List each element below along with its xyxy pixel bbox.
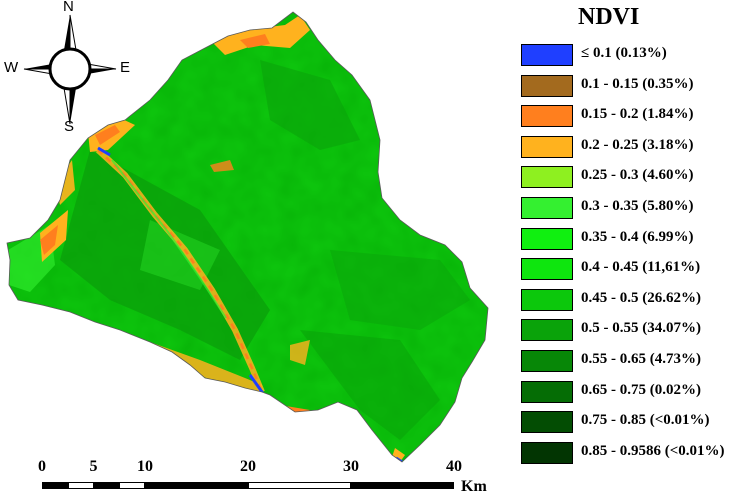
legend-swatch bbox=[521, 411, 573, 434]
legend-title: NDVI bbox=[578, 4, 640, 30]
legend-item: 0.65 - 0.75 (0.02%) bbox=[521, 380, 754, 405]
legend-swatch bbox=[521, 350, 573, 372]
legend-item: 0.2 - 0.25 (3.18%) bbox=[521, 135, 754, 160]
legend-swatch bbox=[521, 74, 573, 97]
legend-label: 0.65 - 0.75 (0.02%) bbox=[581, 381, 701, 398]
scale-tick-label: 30 bbox=[343, 458, 359, 475]
scale-tick-label: 10 bbox=[137, 458, 153, 475]
legend-label: ≤ 0.1 (0.13%) bbox=[581, 45, 667, 61]
legend-item: 0.5 - 0.55 (34.07%) bbox=[521, 319, 754, 343]
legend-item: 0.35 - 0.4 (6.99%) bbox=[521, 227, 754, 252]
legend-item: 0.45 - 0.5 (26.62%) bbox=[521, 288, 754, 313]
legend-label: 0.35 - 0.4 (6.99%) bbox=[581, 228, 694, 245]
legend-swatch bbox=[521, 319, 573, 342]
scale-tick-label: 40 bbox=[446, 458, 462, 475]
legend-item: 0.25 - 0.3 (4.60%) bbox=[521, 166, 754, 190]
legend-swatch bbox=[521, 44, 573, 66]
legend-label: 0.25 - 0.3 (4.60%) bbox=[581, 167, 694, 184]
compass-south-label: S bbox=[64, 118, 75, 135]
legend-label: 0.5 - 0.55 (34.07%) bbox=[581, 320, 701, 337]
legend-swatch bbox=[521, 288, 573, 311]
legend-swatch bbox=[521, 166, 573, 189]
scale-unit-label: Km bbox=[461, 478, 487, 495]
scale-bar-segment bbox=[119, 482, 145, 489]
compass-rose-icon bbox=[23, 14, 117, 125]
compass-north-label: N bbox=[63, 0, 74, 15]
scale-bar-segment bbox=[351, 482, 454, 489]
compass-east-label: E bbox=[120, 59, 131, 76]
legend-item: 0.1 - 0.15 (0.35%) bbox=[521, 74, 754, 99]
scale-tick-label: 5 bbox=[89, 458, 98, 475]
scale-tick-label: 20 bbox=[240, 458, 256, 475]
scale-bar-segment bbox=[42, 482, 68, 489]
legend-item: 0.85 - 0.9586 (<0.01%) bbox=[521, 441, 754, 466]
legend-item: 0.4 - 0.45 (11,61%) bbox=[521, 258, 754, 282]
ndvi-map bbox=[6, 11, 489, 463]
legend-item: 0.55 - 0.65 (4.73%) bbox=[521, 350, 754, 374]
legend-swatch bbox=[521, 227, 573, 250]
legend-swatch bbox=[521, 105, 573, 128]
scale-tick-label: 0 bbox=[38, 458, 46, 475]
legend-label: 0.45 - 0.5 (26.62%) bbox=[581, 289, 701, 306]
scale-bar-segment bbox=[67, 482, 94, 489]
legend-swatch bbox=[521, 380, 573, 403]
legend-item: 0.3 - 0.35 (5.80%) bbox=[521, 197, 754, 221]
scale-bar-segment bbox=[93, 482, 120, 489]
compass-west-label: W bbox=[4, 59, 19, 76]
north-arrow: N S W E bbox=[4, 0, 134, 138]
legend-swatch bbox=[521, 197, 573, 219]
legend-label: 0.1 - 0.15 (0.35%) bbox=[581, 75, 694, 92]
scale-bar: Km 0 5 10 20 30 40 bbox=[36, 458, 516, 498]
legend-swatch bbox=[521, 441, 573, 464]
scale-bar-segment bbox=[145, 482, 248, 489]
legend-item: 0.75 - 0.85 (<0.01%) bbox=[521, 411, 754, 435]
legend-label: 0.3 - 0.35 (5.80%) bbox=[581, 198, 694, 214]
legend-label: 0.4 - 0.45 (11,61%) bbox=[581, 259, 701, 276]
legend-item: 0.15 - 0.2 (1.84%) bbox=[521, 105, 754, 129]
legend-label: 0.75 - 0.85 (<0.01%) bbox=[581, 412, 710, 429]
legend-item: ≤ 0.1 (0.13%) bbox=[521, 44, 754, 68]
legend-label: 0.55 - 0.65 (4.73%) bbox=[581, 351, 701, 367]
scale-bar-segment bbox=[248, 482, 351, 489]
legend-label: 0.2 - 0.25 (3.18%) bbox=[581, 136, 694, 153]
legend-label: 0.15 - 0.2 (1.84%) bbox=[581, 106, 694, 123]
legend-swatch bbox=[521, 135, 573, 158]
legend-label: 0.85 - 0.9586 (<0.01%) bbox=[581, 442, 725, 459]
legend-swatch bbox=[521, 258, 573, 281]
